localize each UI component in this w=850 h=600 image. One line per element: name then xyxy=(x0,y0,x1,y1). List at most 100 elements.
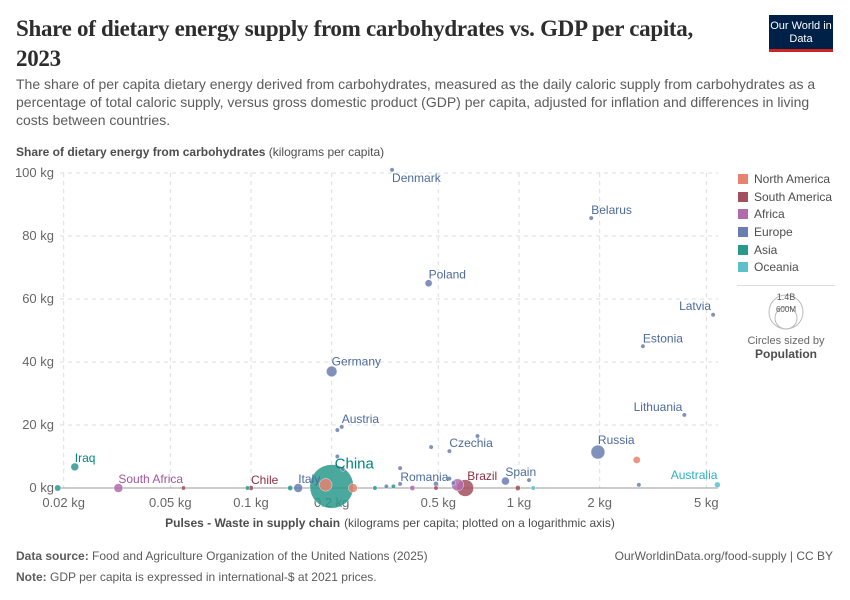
point-label: Lithuania xyxy=(634,400,683,414)
data-point[interactable] xyxy=(113,483,124,493)
y-tick-label: 0 kg xyxy=(29,480,54,495)
source-text[interactable]: Food and Agriculture Organization of the… xyxy=(92,549,428,563)
data-point[interactable] xyxy=(428,444,434,450)
data-point[interactable] xyxy=(590,444,606,460)
y-tick-label: 100 kg xyxy=(15,165,54,180)
x-tick-label: 0.5 kg xyxy=(421,495,456,510)
legend-label: Oceania xyxy=(754,260,799,275)
point-label: Czechia xyxy=(449,436,493,450)
data-point[interactable] xyxy=(391,484,396,489)
data-point[interactable] xyxy=(340,466,346,472)
data-point[interactable] xyxy=(681,412,687,418)
legend-swatch xyxy=(738,262,748,273)
data-point[interactable] xyxy=(181,485,186,491)
size-legend: 1.4B 600M Circles sized by Population xyxy=(737,285,835,361)
data-point[interactable] xyxy=(636,482,642,488)
data-point[interactable] xyxy=(588,215,594,221)
x-axis-label-unit: (kilograms per capita; plotted on a loga… xyxy=(344,516,615,530)
point-label: South Africa xyxy=(118,472,183,486)
footer-source: Data source: Food and Agriculture Organi… xyxy=(16,549,428,563)
point-label: Poland xyxy=(429,267,466,281)
data-point[interactable] xyxy=(515,485,521,491)
size-legend-small: 600M xyxy=(776,305,796,314)
chart-subtitle: The share of per capita dietary energy d… xyxy=(16,76,816,128)
x-tick-label: 2 kg xyxy=(587,495,612,510)
data-point[interactable] xyxy=(433,485,439,491)
data-point[interactable] xyxy=(397,465,403,471)
footer-url[interactable]: OurWorldinData.org/food-supply | CC BY xyxy=(614,549,833,563)
chart-title: Share of dietary energy supply from carb… xyxy=(16,16,693,71)
owid-logo[interactable]: Our World in Data xyxy=(769,15,833,52)
legend-item[interactable]: Oceania xyxy=(738,258,832,276)
point-label: Iraq xyxy=(75,451,96,465)
point-label: Brazil xyxy=(467,469,497,483)
data-point[interactable] xyxy=(632,456,641,464)
data-point[interactable] xyxy=(383,484,389,489)
x-tick-label: 5 kg xyxy=(694,495,719,510)
legend-label: Asia xyxy=(754,242,778,257)
data-point[interactable] xyxy=(372,485,378,491)
x-tick-label: 0.05 kg xyxy=(149,495,192,510)
y-axis-label: Share of dietary energy from carbohydrat… xyxy=(16,145,384,159)
data-point[interactable] xyxy=(245,485,250,491)
legend-label: Africa xyxy=(754,207,785,222)
legend-item[interactable]: Africa xyxy=(738,205,832,223)
legend-item[interactable]: Europe xyxy=(738,223,832,241)
data-point[interactable] xyxy=(348,483,358,493)
data-point[interactable] xyxy=(447,448,452,454)
legend-item[interactable]: South America xyxy=(738,188,832,206)
data-point[interactable] xyxy=(640,343,646,349)
size-legend-caption: Circles sized by xyxy=(747,335,825,347)
data-point[interactable] xyxy=(389,167,395,173)
data-point[interactable] xyxy=(397,481,403,487)
legend-swatch xyxy=(738,173,748,184)
point-label: Austria xyxy=(342,412,380,426)
y-axis-label-unit: (kilograms per capita) xyxy=(268,145,385,159)
legend-label: Europe xyxy=(754,224,793,239)
legend-label: South America xyxy=(754,189,833,204)
data-point[interactable] xyxy=(710,312,716,318)
data-point[interactable] xyxy=(319,478,333,492)
note-text: GDP per capita is expressed in internati… xyxy=(50,570,377,584)
y-tick-label: 20 kg xyxy=(22,417,54,432)
x-tick-label: 0.02 kg xyxy=(42,495,85,510)
data-point[interactable] xyxy=(475,433,480,439)
point-label: Latvia xyxy=(679,299,711,313)
point-label: Belarus xyxy=(591,203,632,217)
legend-label: North America xyxy=(754,171,831,186)
legend-swatch xyxy=(738,244,748,255)
data-point[interactable] xyxy=(530,485,536,491)
data-point[interactable] xyxy=(334,427,340,433)
data-point[interactable] xyxy=(54,484,62,492)
point-label: China xyxy=(335,455,375,472)
data-point[interactable] xyxy=(409,485,416,491)
point-label: Italy xyxy=(298,472,320,486)
data-point[interactable] xyxy=(287,485,293,491)
color-legend: North America South America Africa Europe As… xyxy=(738,170,832,276)
data-point[interactable] xyxy=(70,462,79,471)
data-point[interactable] xyxy=(339,424,345,430)
x-tick-label: 1 kg xyxy=(507,495,532,510)
data-point[interactable] xyxy=(526,477,532,483)
data-point[interactable] xyxy=(501,476,510,486)
data-point[interactable] xyxy=(326,365,338,377)
data-point[interactable] xyxy=(424,279,433,288)
size-legend-variable: Population xyxy=(755,347,817,361)
point-label: Germany xyxy=(332,354,381,368)
data-point[interactable] xyxy=(714,481,721,489)
point-label: Spain xyxy=(505,465,536,479)
legend-item[interactable]: North America xyxy=(738,170,832,188)
data-point[interactable] xyxy=(451,480,456,486)
y-tick-label: 60 kg xyxy=(22,291,54,306)
note-label: Note: xyxy=(16,570,47,584)
data-point[interactable] xyxy=(334,454,340,459)
point-label: Estonia xyxy=(643,331,683,345)
y-tick-label: 40 kg xyxy=(22,354,54,369)
point-label: Chile xyxy=(251,473,279,487)
point-label: Denmark xyxy=(392,171,442,185)
legend-item[interactable]: Asia xyxy=(738,241,832,259)
data-point[interactable] xyxy=(293,483,303,493)
legend-swatch xyxy=(738,226,748,237)
data-point[interactable] xyxy=(447,476,452,481)
